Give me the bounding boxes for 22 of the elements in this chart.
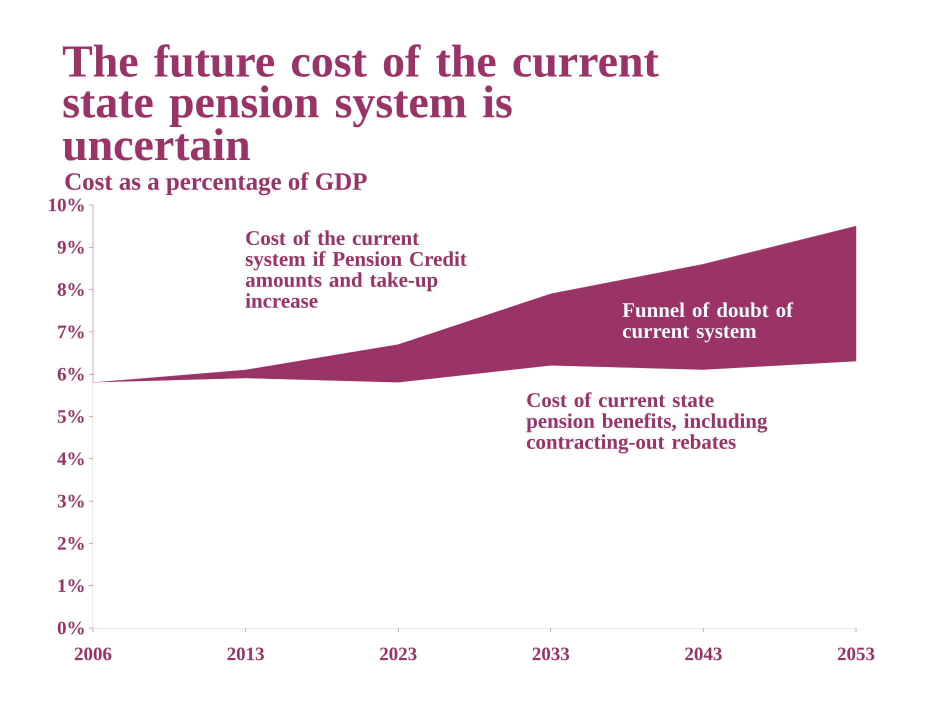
y-tick-label: 7% (58, 325, 84, 338)
y-tick-label: 6% (58, 368, 84, 381)
y-tick-label: 1% (58, 579, 84, 592)
annotation: Cost of the current system if Pension Credit amounts and take-up increase (246, 230, 467, 308)
x-tick-label: 2033 (532, 648, 570, 660)
x-tick-label: 2043 (685, 648, 722, 660)
annotation: Cost of current state pension benefits, including contracting-out rebates (526, 392, 768, 454)
chart-subtitle: Cost as a percentage of GDP (65, 172, 367, 196)
x-tick-label: 2013 (227, 648, 264, 660)
x-tick-label: 2006 (74, 648, 112, 660)
x-tick-label: 2053 (838, 648, 874, 660)
y-tick-label: 2% (58, 536, 84, 550)
y-tick-label: 10% (49, 198, 84, 212)
annotation: Funnel of doubt of current system (622, 302, 794, 342)
x-tick-label: 2023 (380, 648, 416, 660)
y-tick-label: 4% (57, 452, 84, 466)
chart-title: The future cost of the current state pension system is uncertain (62, 44, 659, 161)
y-tick-label: 3% (58, 494, 84, 508)
y-tick-label: 8% (58, 283, 84, 296)
y-tick-label: 9% (58, 240, 84, 254)
y-tick-label: 0% (58, 622, 84, 634)
y-tick-label: 5% (58, 410, 84, 423)
